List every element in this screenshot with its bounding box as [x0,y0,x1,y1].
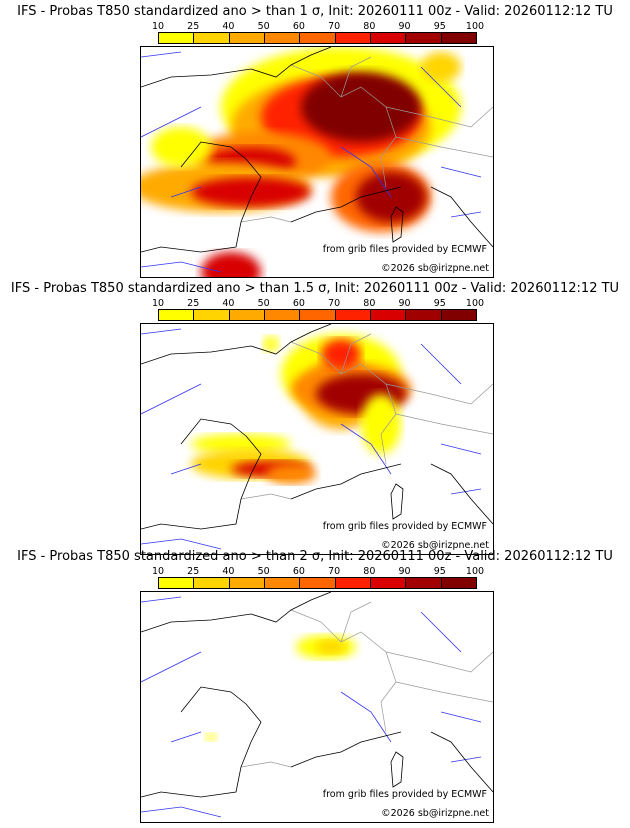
colorbar-cell [441,578,476,588]
colorbar-cell [300,310,336,320]
colorbar-cell [370,578,407,588]
rivers [141,596,482,818]
probability-map[interactable]: from grib files provided by ECMWF ©2026 … [140,323,494,555]
colorbar-tick-label: 10 [151,21,165,32]
colorbar-tick-label: 40 [222,298,235,309]
colorbar-cell [264,33,301,43]
probability-area [266,464,316,484]
colorbar-cell [264,310,301,320]
colorbar-ticks: 10 25 40 50 60 70 80 90 95 100 [152,566,484,577]
probability-map[interactable]: from grib files provided by ECMWF ©2026 … [140,46,494,278]
panel-title: IFS - Probas T850 standardized ano > tha… [17,4,613,19]
colorbar-cell [159,578,195,588]
colorbar-cell [335,578,371,588]
colorbar-cell [229,578,265,588]
colorbar-cell [264,578,301,588]
probability-area [201,252,261,277]
borders [240,601,493,768]
colorbar-tick-label: 60 [292,21,305,32]
colorbar-tick-label: 90 [398,566,411,577]
colorbar-cell [406,310,442,320]
colorbar-cell [194,33,230,43]
probability-map[interactable]: from grib files provided by ECMWF ©2026 … [140,591,494,823]
source-credit: from grib files provided by ECMWF [322,789,487,800]
coastline [141,47,493,253]
probability-area [316,640,346,654]
colorbar-cell [370,310,407,320]
borders [240,333,493,500]
probability-area [421,52,461,82]
colorbar [158,577,477,589]
colorbar-tick-label: 40 [222,21,235,32]
colorbar-cell [441,33,476,43]
coastline [141,324,493,530]
colorbar-ticks: 10 25 40 50 60 70 80 90 95 100 [152,21,484,32]
panel-title: IFS - Probas T850 standardized ano > tha… [17,549,613,564]
colorbar-cell [300,33,336,43]
rivers [141,51,482,273]
colorbar-tick-label: 100 [465,21,485,32]
colorbar-tick-label: 50 [257,566,270,577]
colorbar-tick-label: 40 [222,566,235,577]
colorbar-tick-label: 95 [433,21,446,32]
colorbar-tick-label: 80 [363,566,376,577]
colorbar-tick-label: 50 [257,298,270,309]
probability-area [191,177,311,207]
colorbar-tick-label: 70 [328,298,341,309]
map-panel-3: IFS - Probas T850 standardized ano > tha… [0,549,630,823]
colorbar [158,32,477,44]
copyright-credit: ©2026 sb@irizpne.net [381,263,489,274]
probability-area [361,394,401,454]
colorbar-tick-label: 60 [292,298,305,309]
probability-area [301,72,421,142]
colorbar-tick-label: 25 [187,21,200,32]
colorbar-tick-label: 100 [465,566,485,577]
colorbar-cell [335,33,371,43]
colorbar-tick-label: 25 [187,566,200,577]
probability-area [321,339,361,369]
colorbar-cell [300,578,336,588]
colorbar-tick-label: 80 [363,298,376,309]
colorbar-cell [194,310,230,320]
colorbar-tick-label: 25 [187,298,200,309]
colorbar-tick-label: 10 [151,566,165,577]
colorbar-ticks: 10 25 40 50 60 70 80 90 95 100 [152,298,484,309]
colorbar-tick-label: 70 [328,566,341,577]
colorbar [158,309,477,321]
source-credit: from grib files provided by ECMWF [322,521,487,532]
colorbar-tick-label: 10 [151,298,165,309]
colorbar-cell [194,578,230,588]
colorbar-cell [159,33,195,43]
colorbar-tick-label: 95 [433,298,446,309]
panel-title: IFS - Probas T850 standardized ano > tha… [10,281,620,296]
map-panel-2: IFS - Probas T850 standardized ano > tha… [0,281,630,555]
colorbar-tick-label: 50 [257,21,270,32]
colorbar-cell [370,33,407,43]
rivers [141,328,482,550]
copyright-credit: ©2026 sb@irizpne.net [381,540,489,551]
colorbar-cell [406,578,442,588]
probability-area [205,733,217,741]
map-panel-1: IFS - Probas T850 standardized ano > tha… [0,4,630,278]
copyright-credit: ©2026 sb@irizpne.net [381,808,489,819]
colorbar-tick-label: 90 [398,298,411,309]
colorbar-cell [229,310,265,320]
probability-area [151,127,211,167]
colorbar-tick-label: 70 [328,21,341,32]
colorbar-cell [406,33,442,43]
colorbar-cell [335,310,371,320]
borders [240,56,493,223]
colorbar-cell [159,310,195,320]
colorbar-tick-label: 100 [465,298,485,309]
coastline [141,592,493,798]
source-credit: from grib files provided by ECMWF [322,244,487,255]
colorbar-cell [441,310,476,320]
colorbar-cell [229,33,265,43]
colorbar-tick-label: 80 [363,21,376,32]
colorbar-tick-label: 95 [433,566,446,577]
colorbar-tick-label: 60 [292,566,305,577]
probability-area [191,434,291,454]
colorbar-tick-label: 90 [398,21,411,32]
probability-area [263,336,279,352]
